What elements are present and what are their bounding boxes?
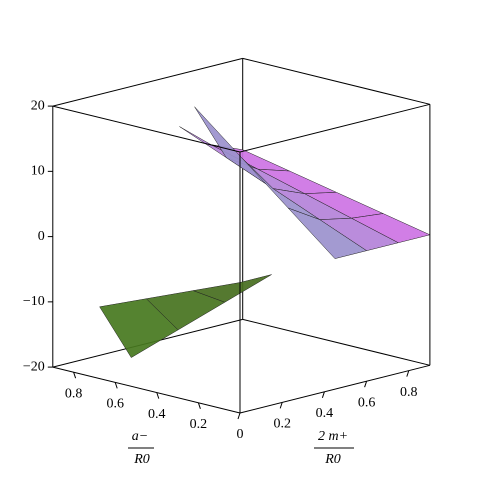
box-edge	[242, 318, 431, 366]
z-tick-label: −20	[23, 359, 45, 374]
y-tick-label: 0.8	[400, 385, 418, 400]
z-tick-label: −10	[23, 294, 45, 309]
y-tick-label: 0.6	[358, 395, 376, 410]
box-edge	[239, 103, 431, 153]
box-edge	[242, 57, 431, 105]
z-tick-label: 10	[31, 164, 45, 179]
x-tick	[197, 402, 201, 409]
surface-patch	[287, 207, 368, 259]
box-edge	[52, 57, 243, 107]
x-tick-label: 0.2	[190, 417, 208, 432]
x-tick-label: 0.6	[106, 397, 124, 412]
y-label-numerator: 2 m+	[318, 429, 348, 444]
y-tick	[237, 412, 241, 420]
y-label-denominator: R0	[324, 452, 341, 467]
x-tick-label: 0.4	[148, 407, 166, 422]
box-edge	[52, 105, 241, 153]
box-edge	[52, 366, 241, 414]
box-edge	[239, 364, 431, 414]
x-tick	[156, 392, 160, 399]
surface-patch	[192, 274, 272, 303]
y-tick	[321, 391, 325, 398]
x-tick-label: 0.8	[65, 386, 83, 401]
y-tick	[279, 402, 283, 409]
z-tick-label: 0	[38, 229, 45, 244]
x-label-denominator: R0	[133, 452, 150, 467]
y-tick-label: 0.2	[273, 417, 291, 432]
y-tick-label: 0.4	[316, 406, 334, 421]
x-tick	[73, 372, 77, 379]
y-tick-label: 0	[237, 427, 244, 442]
y-tick	[364, 381, 368, 388]
x-tick	[114, 382, 118, 389]
z-tick-label: 20	[31, 98, 45, 113]
y-tick	[406, 370, 410, 377]
x-label-numerator: a−	[132, 429, 148, 444]
